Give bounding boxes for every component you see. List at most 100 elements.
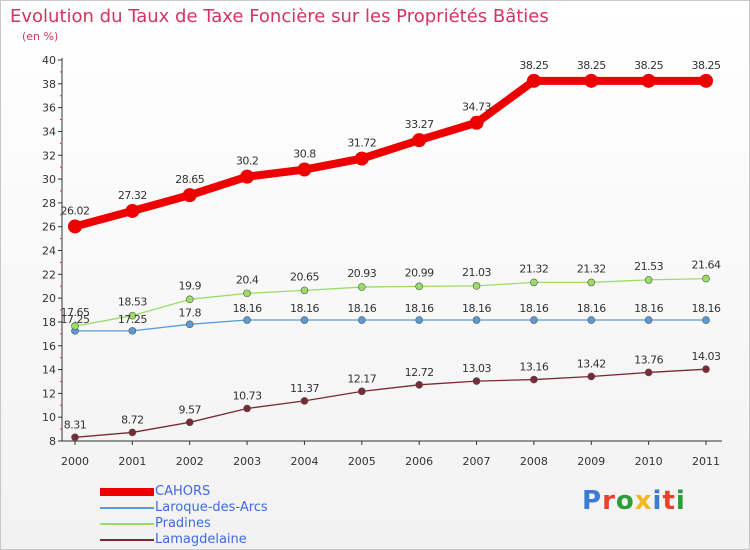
data-label: 33.27 xyxy=(405,118,434,131)
y-tick-label: 36 xyxy=(42,102,56,115)
data-point-cahors xyxy=(526,73,541,88)
data-point-cahors xyxy=(68,219,82,234)
data-point-laroque-des-arcs xyxy=(587,316,596,324)
data-label: 11.37 xyxy=(290,382,319,395)
data-point-pradines xyxy=(644,276,653,284)
data-label: 18.16 xyxy=(233,302,262,315)
data-point-cahors xyxy=(641,73,656,88)
data-point-cahors xyxy=(240,169,255,184)
series-line-laroque-des-arcs xyxy=(74,319,707,332)
data-label: 38.25 xyxy=(692,59,721,72)
data-label: 13.03 xyxy=(462,362,491,375)
data-label: 10.73 xyxy=(233,389,262,402)
x-tick-label: 2008 xyxy=(520,455,548,468)
data-point-cahors xyxy=(354,151,369,166)
data-label: 12.72 xyxy=(405,366,434,379)
series-line-pradines xyxy=(74,277,707,327)
data-point-laroque-des-arcs xyxy=(300,316,309,324)
y-tick-label: 12 xyxy=(42,387,56,400)
data-point-pradines xyxy=(300,286,309,295)
data-point-lamagdelaine xyxy=(185,418,194,427)
data-label: 21.32 xyxy=(577,262,606,275)
y-tick-label: 10 xyxy=(42,411,56,424)
data-label: 34.73 xyxy=(462,101,491,114)
y-tick-label: 38 xyxy=(42,78,56,91)
data-point-laroque-des-arcs xyxy=(702,316,710,324)
data-label: 14.03 xyxy=(692,350,721,363)
logo-letter: P xyxy=(582,486,603,516)
data-point-cahors xyxy=(297,162,312,177)
data-label: 18.16 xyxy=(347,302,376,315)
data-point-laroque-des-arcs xyxy=(243,316,251,324)
data-label: 20.65 xyxy=(290,270,319,283)
data-label: 27.32 xyxy=(118,189,147,202)
data-point-laroque-des-arcs xyxy=(415,316,423,324)
data-label: 21.32 xyxy=(519,262,548,275)
data-label: 17.65 xyxy=(61,306,90,319)
x-tick-label: 2010 xyxy=(635,455,663,468)
data-label: 19.9 xyxy=(178,279,201,292)
legend-swatch xyxy=(100,488,154,496)
data-point-lamagdelaine xyxy=(644,368,653,377)
chart-unit-label: (en %) xyxy=(22,30,59,43)
data-point-pradines xyxy=(415,282,423,291)
y-tick-label: 20 xyxy=(42,292,56,305)
data-label: 18.16 xyxy=(462,302,491,315)
data-label: 17.8 xyxy=(178,306,201,319)
data-label: 9.57 xyxy=(178,403,201,416)
data-label: 30.2 xyxy=(236,155,259,168)
data-point-laroque-des-arcs xyxy=(358,316,366,324)
data-point-cahors xyxy=(584,73,599,88)
data-point-pradines xyxy=(472,282,481,290)
y-tick-label: 30 xyxy=(42,173,56,186)
logo-letter: i xyxy=(652,486,663,516)
logo-letter: t xyxy=(662,486,676,516)
data-label: 18.16 xyxy=(290,302,319,315)
legend-label: Pradines xyxy=(155,516,211,531)
data-point-lamagdelaine xyxy=(128,428,137,437)
legend-label: CAHORS xyxy=(155,484,211,499)
data-label: 12.17 xyxy=(347,372,376,385)
data-point-pradines xyxy=(587,278,596,287)
proxiti-logo: Proxiti xyxy=(582,486,686,516)
data-point-lamagdelaine xyxy=(71,433,79,442)
data-label: 38.25 xyxy=(634,59,663,72)
logo-letter: x xyxy=(634,486,653,516)
data-label: 31.72 xyxy=(347,137,376,150)
x-tick-label: 2011 xyxy=(692,455,720,468)
x-tick-label: 2005 xyxy=(348,455,376,468)
data-label: 26.02 xyxy=(61,204,90,217)
data-point-cahors xyxy=(469,115,484,130)
y-tick-label: 40 xyxy=(42,54,56,67)
data-label: 17.25 xyxy=(118,313,147,326)
data-label: 30.8 xyxy=(293,148,316,161)
y-tick-label: 14 xyxy=(42,364,56,377)
logo-letter: r xyxy=(602,486,616,516)
x-tick-label: 2002 xyxy=(176,455,204,468)
data-point-laroque-des-arcs xyxy=(644,316,653,324)
data-point-pradines xyxy=(243,289,251,298)
legend-swatch xyxy=(100,507,154,509)
logo-letter: i xyxy=(675,486,686,516)
data-point-pradines xyxy=(702,274,710,283)
y-tick-label: 26 xyxy=(42,221,56,234)
data-point-pradines xyxy=(358,283,366,291)
data-label: 38.25 xyxy=(577,59,606,72)
data-point-pradines xyxy=(71,322,79,330)
data-point-cahors xyxy=(699,73,713,88)
data-point-cahors xyxy=(412,133,427,148)
data-label: 8.31 xyxy=(64,418,87,431)
data-point-lamagdelaine xyxy=(702,365,710,374)
data-label: 21.03 xyxy=(462,266,491,279)
y-tick-label: 8 xyxy=(49,435,56,448)
y-tick-label: 16 xyxy=(42,340,56,353)
x-tick-label: 2000 xyxy=(61,455,89,468)
data-point-lamagdelaine xyxy=(587,372,596,381)
data-label: 18.16 xyxy=(519,302,548,315)
data-label: 13.76 xyxy=(634,353,663,366)
data-label: 21.53 xyxy=(634,260,663,273)
chart-title: Evolution du Taux de Taxe Foncière sur l… xyxy=(10,6,549,27)
data-label: 13.42 xyxy=(577,357,606,370)
